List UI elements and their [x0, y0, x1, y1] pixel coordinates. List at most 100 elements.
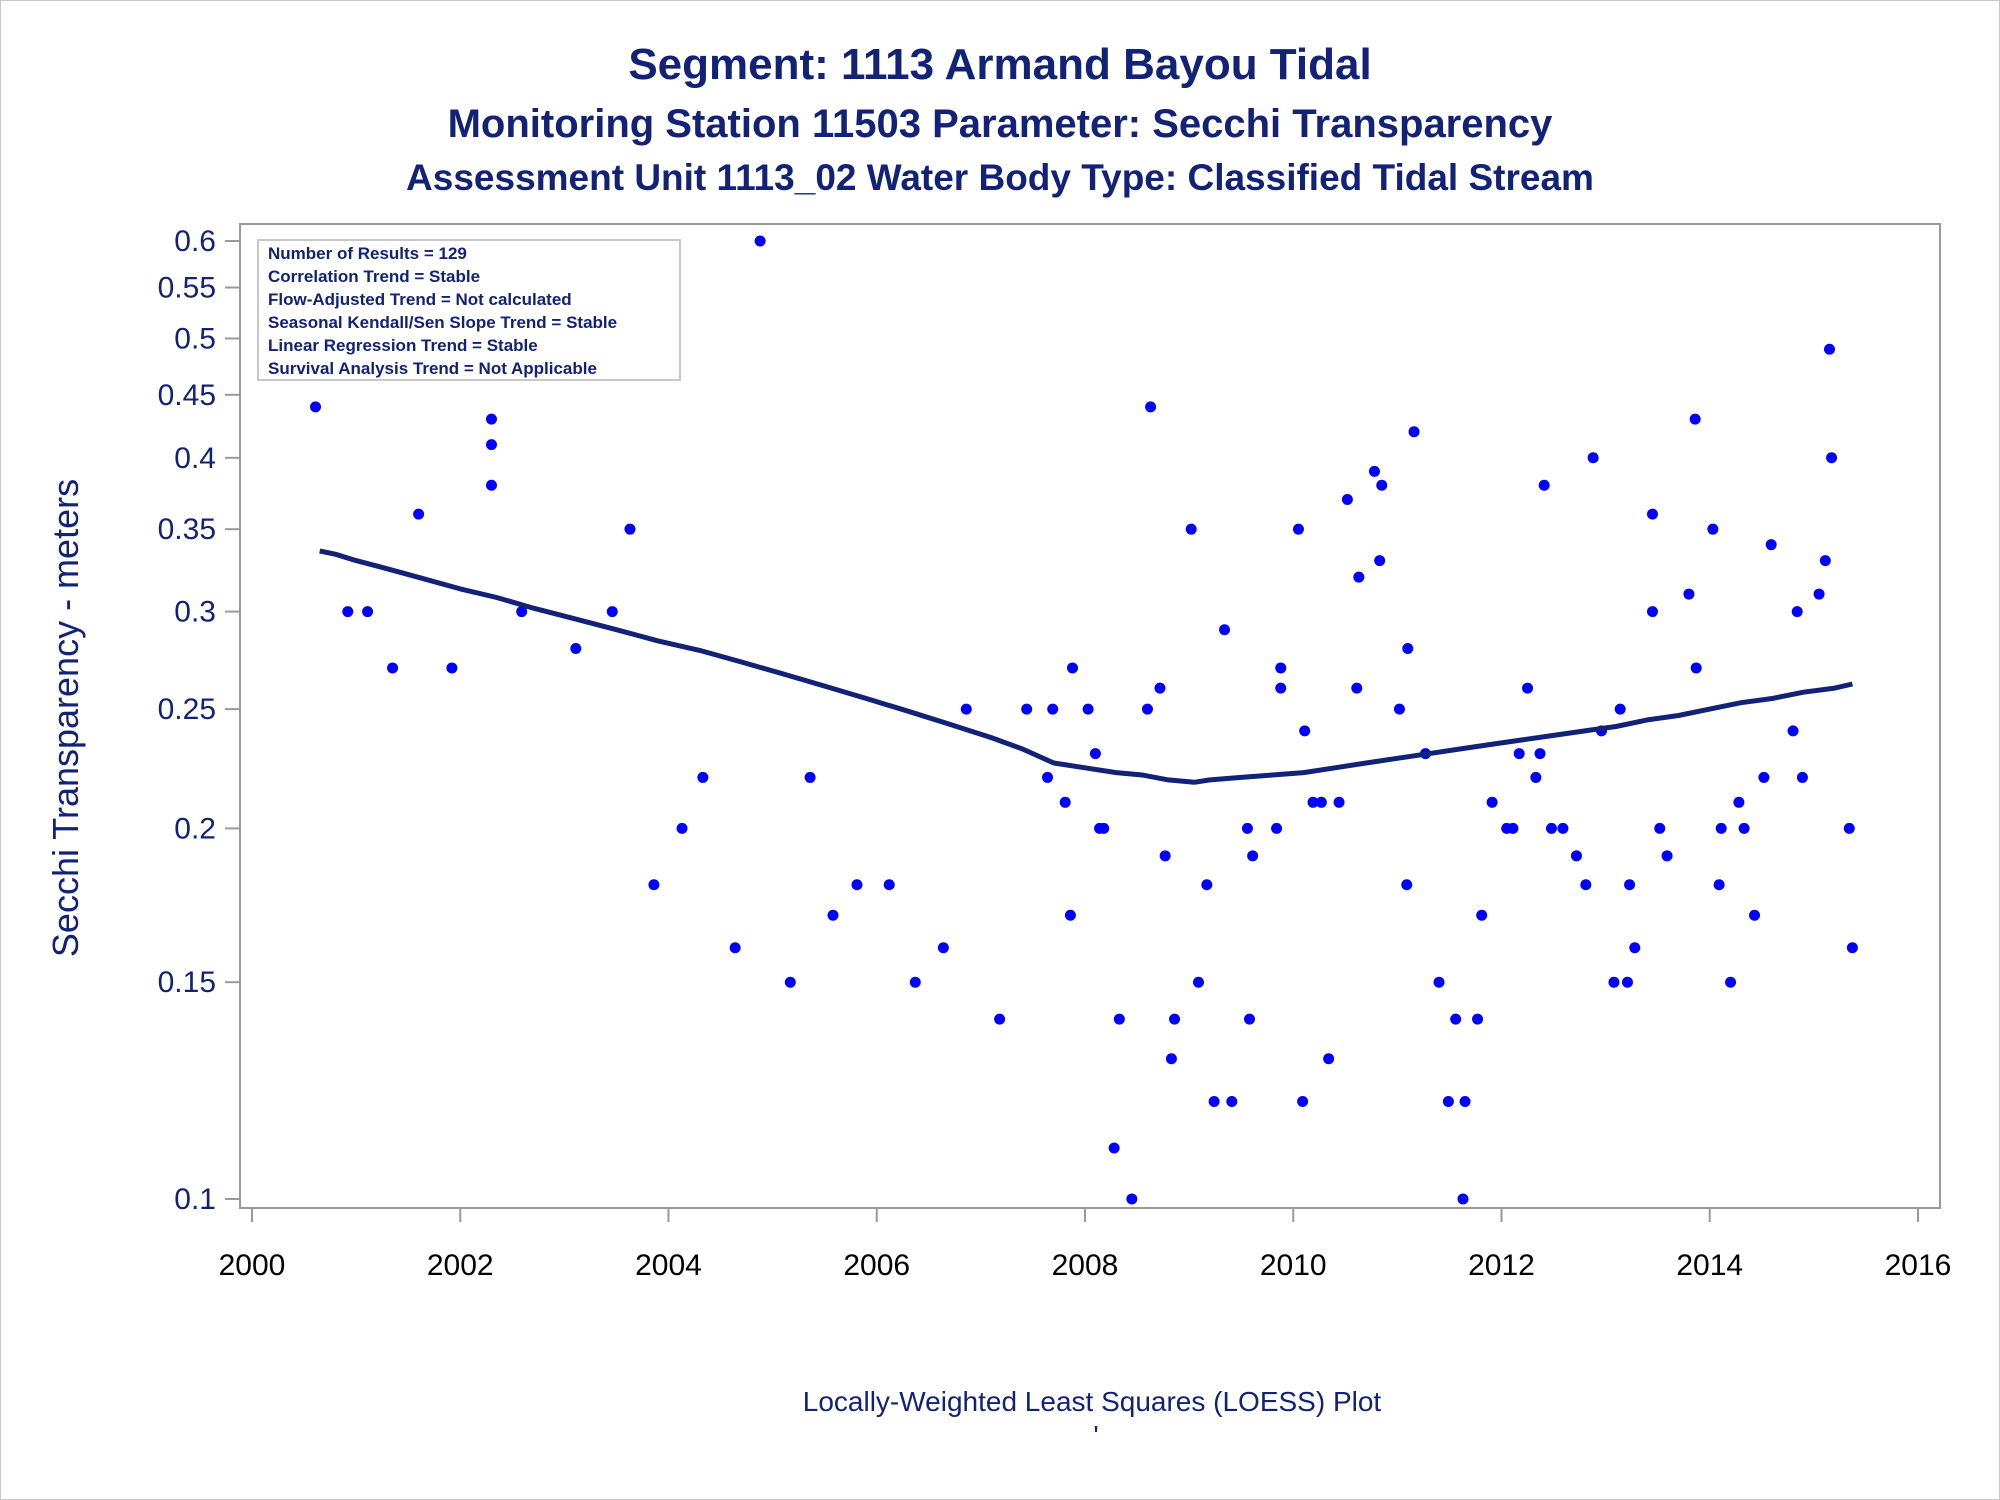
data-point [1402, 642, 1414, 654]
data-point [1459, 1096, 1471, 1108]
data-point [1758, 771, 1770, 783]
data-point [1219, 624, 1231, 636]
data-point [1791, 606, 1803, 618]
data-point [1241, 822, 1253, 834]
chart-title: Segment: 1113 Armand Bayou Tidal [628, 40, 1371, 89]
data-point [1401, 879, 1413, 891]
data-point [1690, 662, 1702, 674]
y-axis-label: Secchi Transparency - meters [45, 479, 86, 957]
stats-line: Correlation Trend = Stable [268, 267, 480, 286]
data-point [1614, 703, 1626, 715]
data-point [1646, 508, 1658, 520]
data-point [1333, 796, 1345, 808]
y-tick-label: 0.15 [158, 966, 216, 999]
data-point [1299, 725, 1311, 737]
x-tick-label: 2000 [219, 1249, 286, 1282]
data-point [1629, 942, 1641, 954]
data-point [1165, 1053, 1177, 1065]
y-tick-label: 0.45 [158, 379, 216, 412]
x-tick-label: 2010 [1260, 1249, 1327, 1282]
data-point [1271, 822, 1283, 834]
data-point [570, 642, 582, 654]
data-point [883, 879, 895, 891]
data-point [1522, 682, 1534, 694]
data-point [1587, 452, 1599, 464]
y-tick-label: 0.2 [174, 812, 216, 845]
data-point [648, 879, 660, 891]
data-point [1624, 879, 1636, 891]
data-point [1113, 1013, 1125, 1025]
footnote: Locally-Weighted Least Squares (LOESS) P… [803, 1386, 1382, 1417]
data-point [516, 606, 528, 618]
data-point [729, 942, 741, 954]
data-point [1201, 879, 1213, 891]
x-tick-label: 2012 [1468, 1249, 1535, 1282]
y-axis: 0.1 0.15 0.2 0.25 0.3 0.35 0.4 0.45 0.5 0.55 0.6 [158, 225, 240, 1216]
data-point [960, 703, 972, 715]
stats-line: Seasonal Kendall/Sen Slope Trend = Stabl… [268, 313, 617, 332]
data-point [1047, 703, 1059, 715]
data-point [937, 942, 949, 954]
data-point [1154, 682, 1166, 694]
data-point [1457, 1193, 1469, 1205]
data-point [1064, 909, 1076, 921]
y-tick-label: 0.1 [174, 1183, 216, 1216]
data-point [1297, 1096, 1309, 1108]
data-point [676, 822, 688, 834]
loess-line [319, 548, 1853, 785]
y-tick-label: 0.3 [174, 596, 216, 629]
data-point [1472, 1013, 1484, 1025]
data-point [1374, 555, 1386, 567]
y-tick-label: 0.4 [174, 442, 216, 475]
data-point [1098, 822, 1110, 834]
data-point [1442, 1096, 1454, 1108]
stats-line: Number of Results = 129 [268, 244, 467, 263]
data-point [1843, 822, 1855, 834]
data-point [1661, 850, 1673, 862]
data-point [994, 1013, 1006, 1025]
data-point [1141, 703, 1153, 715]
data-point [784, 976, 796, 988]
data-point [387, 662, 399, 674]
x-tick-label: 2002 [427, 1249, 494, 1282]
data-point [1108, 1142, 1120, 1154]
data-point [485, 413, 497, 425]
data-point [1244, 1013, 1256, 1025]
stats-line: Flow-Adjusted Trend = Not calculated [268, 290, 572, 309]
x-axis: 2000 2002 2004 2006 2008 2010 2012 2014 2016 [219, 1207, 1952, 1282]
data-point [1826, 452, 1838, 464]
data-point [1376, 479, 1388, 491]
data-point [754, 235, 766, 247]
x-tick-label: 2016 [1885, 1249, 1952, 1282]
data-point [362, 606, 374, 618]
data-point [1226, 1096, 1238, 1108]
data-point [1486, 796, 1498, 808]
y-tick-label: 0.5 [174, 322, 216, 355]
data-point [909, 976, 921, 988]
data-point [1067, 662, 1079, 674]
data-point [1530, 771, 1542, 783]
data-point [827, 909, 839, 921]
data-point [1059, 796, 1071, 808]
data-point [1608, 976, 1620, 988]
data-point [485, 439, 497, 451]
data-point [1683, 588, 1695, 600]
data-point [1654, 822, 1666, 834]
stats-line: Survival Analysis Trend = Not Applicable [268, 359, 597, 378]
stats-inset-box [257, 239, 681, 381]
data-point [1819, 555, 1831, 567]
y-tick-label: 0.55 [158, 272, 216, 305]
data-point [1208, 1096, 1220, 1108]
data-point [1846, 942, 1858, 954]
data-point [1507, 822, 1519, 834]
data-point [1089, 748, 1101, 760]
data-point [1545, 822, 1557, 834]
data-point [1765, 539, 1777, 551]
data-point [697, 771, 709, 783]
data-point [1707, 523, 1719, 535]
data-point [1169, 1013, 1181, 1025]
data-point [624, 523, 636, 535]
footnote-mark: ' [1093, 1420, 1098, 1451]
x-tick-label: 2004 [635, 1249, 702, 1282]
